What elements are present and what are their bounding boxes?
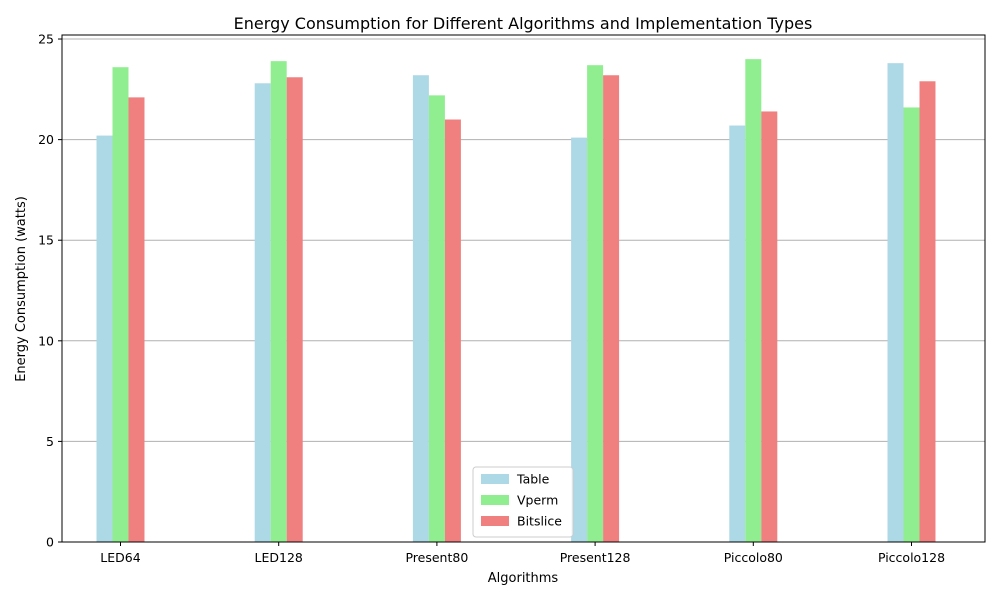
x-tick-label: Piccolo128: [878, 550, 945, 565]
y-tick-label: 20: [38, 132, 54, 147]
y-tick-label: 25: [38, 32, 54, 47]
legend-swatch-table: [481, 474, 509, 484]
x-axis-ticks: LED64 LED128 Present80 Present128 Piccolo80 P…: [100, 542, 945, 565]
bars: [96, 59, 936, 543]
bar-vperm-led128: [270, 61, 287, 543]
legend-label-bitslice: Bitslice: [517, 514, 562, 529]
bar-bitslice-present80: [444, 119, 461, 542]
bar-table-led128: [254, 83, 271, 543]
bar-bitslice-led64: [128, 97, 145, 542]
bar-table-piccolo128: [887, 63, 904, 543]
y-tick-label: 0: [46, 535, 54, 550]
x-tick-label: Piccolo80: [724, 550, 783, 565]
legend-label-table: Table: [516, 472, 550, 487]
bar-bitslice-led128: [286, 77, 303, 542]
legend: Table Vperm Bitslice: [472, 466, 574, 538]
y-tick-label: 5: [46, 434, 54, 449]
x-tick-label: LED64: [100, 550, 140, 565]
bar-bitslice-piccolo80: [761, 111, 778, 542]
bar-table-present128: [571, 137, 588, 542]
legend-swatch-vperm: [481, 495, 509, 505]
bar-vperm-piccolo80: [745, 59, 762, 543]
bar-vperm-present128: [587, 65, 604, 542]
bar-vperm-piccolo128: [903, 107, 920, 542]
plot-frame: [61, 34, 986, 543]
legend-swatch-bitslice: [481, 516, 509, 526]
bar-table-piccolo80: [729, 125, 746, 543]
bar-vperm-present80: [428, 95, 445, 542]
bar-bitslice-piccolo128: [919, 81, 936, 543]
y-axis-ticks: 0 5 10 15 20 25: [38, 32, 62, 550]
x-tick-label: Present80: [405, 550, 468, 565]
y-tick-label: 10: [38, 333, 54, 348]
bar-bitslice-present128: [603, 75, 620, 542]
x-axis-label: Algorithms: [488, 571, 559, 586]
bar-vperm-led64: [112, 67, 129, 542]
x-tick-label: Present128: [560, 550, 631, 565]
gridlines: [62, 38, 985, 442]
y-tick-label: 15: [38, 233, 54, 248]
x-tick-label: LED128: [255, 550, 303, 565]
legend-label-vperm: Vperm: [517, 493, 558, 508]
y-axis-label: Energy Consumption (watts): [14, 196, 29, 382]
bar-table-led64: [96, 135, 113, 542]
chart-title: Energy Consumption for Different Algorit…: [234, 14, 813, 33]
bar-table-present80: [412, 75, 429, 542]
